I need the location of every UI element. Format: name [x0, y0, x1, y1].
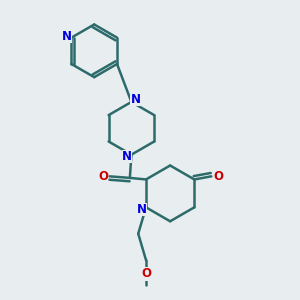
Text: O: O	[141, 268, 151, 281]
Text: N: N	[62, 30, 72, 43]
Text: O: O	[213, 170, 223, 183]
Text: N: N	[122, 150, 132, 163]
Text: O: O	[98, 170, 108, 183]
Text: N: N	[130, 93, 140, 106]
Text: N: N	[137, 203, 147, 216]
